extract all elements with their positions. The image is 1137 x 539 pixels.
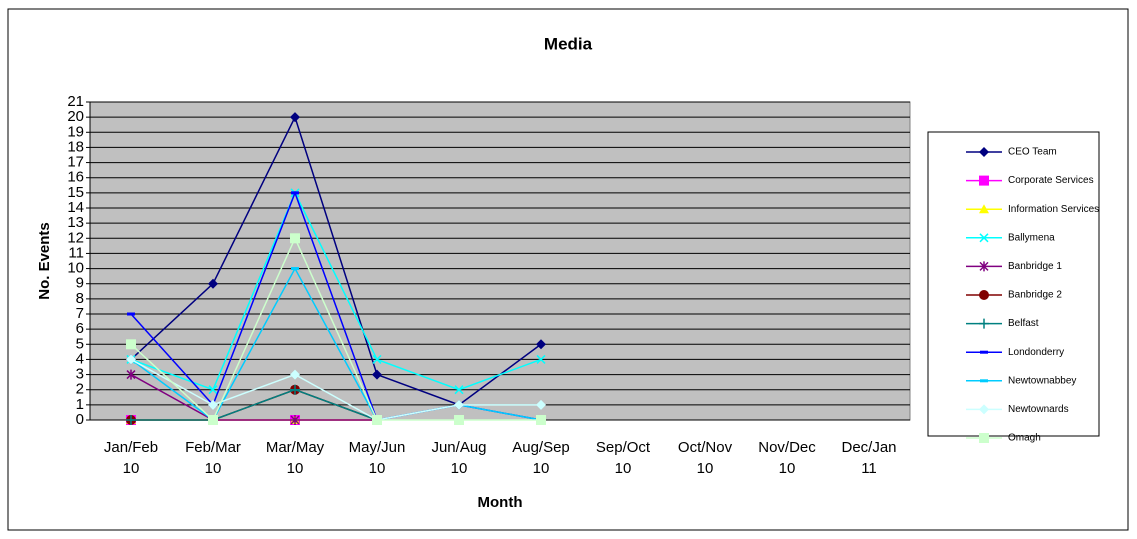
series-line: [130, 358, 541, 421]
y-tick-label: 5: [76, 335, 84, 352]
plot-area: [89, 101, 911, 421]
y-tick-label: 8: [76, 290, 84, 307]
x-tick-label: Nov/Dec 10: [758, 439, 816, 477]
y-tick-label: 1: [76, 396, 84, 413]
marker: [979, 204, 989, 214]
y-tick-label: 7: [76, 305, 84, 322]
y-tick-label: 21: [67, 93, 84, 110]
x-tick-label: Jun/Aug 10: [431, 439, 486, 477]
marker: [979, 290, 989, 300]
x-tick-label: Mar/May 10: [266, 439, 325, 477]
marker: [979, 233, 989, 243]
x-tick-label: Oct/Nov 10: [678, 439, 733, 477]
y-tick-label: 16: [67, 169, 84, 186]
y-tick-label: 11: [68, 244, 84, 261]
marker: [979, 147, 989, 157]
marker: [536, 354, 546, 364]
marker: [290, 415, 300, 425]
marker: [454, 399, 464, 410]
marker: [979, 433, 989, 443]
marker: [454, 385, 464, 395]
y-tick-label: 14: [67, 199, 84, 216]
y-tick-label: 17: [67, 154, 84, 171]
marker: [208, 415, 218, 425]
y-tick-label: 15: [67, 184, 84, 201]
legend-label: Newtownabbey: [1008, 375, 1076, 386]
marker: [372, 415, 382, 425]
x-tick-label: Feb/Mar 10: [185, 439, 241, 477]
marker: [979, 261, 989, 272]
y-tick-label: 18: [67, 138, 84, 155]
y-axis-label: No. Events: [36, 222, 53, 300]
legend-label: Belfast: [1008, 318, 1039, 329]
legend-label: Newtownards: [1008, 404, 1069, 415]
y-tick-label: 6: [76, 320, 84, 337]
marker: [536, 339, 546, 350]
marker: [208, 385, 218, 395]
marker: [372, 369, 382, 380]
marker: [536, 399, 546, 410]
x-tick-label: Aug/Sep 10: [512, 439, 570, 477]
series-line: [130, 373, 377, 421]
marker: [979, 404, 989, 415]
chart-title: Media: [544, 34, 593, 53]
marker: [126, 369, 136, 380]
marker: [208, 399, 218, 410]
series-line: [130, 115, 542, 406]
y-tick-label: 0: [76, 411, 84, 428]
x-axis-label: Month: [478, 494, 523, 511]
series-line: [130, 191, 542, 391]
marker: [126, 415, 136, 425]
marker: [454, 415, 464, 425]
y-tick-label: 20: [67, 108, 84, 125]
marker: [372, 354, 382, 364]
legend-label: Information Services: [1008, 204, 1099, 215]
y-tick-label: 13: [67, 214, 84, 231]
y-tick-label: 12: [67, 229, 84, 246]
marker: [208, 278, 218, 289]
y-tick-label: 19: [67, 123, 84, 140]
legend-label: Banbridge 1: [1008, 261, 1062, 272]
legend-label: Ballymena: [1008, 232, 1055, 243]
legend-box: [927, 131, 1100, 437]
legend-label: Omagh: [1008, 433, 1041, 444]
x-tick-label: May/Jun 10: [349, 439, 406, 477]
y-tick-label: 4: [76, 350, 84, 367]
marker: [290, 112, 300, 123]
marker: [290, 384, 300, 395]
marker: [126, 354, 136, 365]
marker: [126, 339, 136, 350]
legend-label: Londonderry: [1008, 347, 1064, 358]
series-line: [131, 388, 378, 421]
legend-label: CEO Team: [1008, 147, 1057, 158]
y-tick-label: 9: [76, 275, 84, 292]
y-tick-label: 10: [67, 260, 84, 277]
series-line: [130, 236, 541, 422]
y-tick-label: 2: [76, 381, 84, 398]
marker: [290, 369, 300, 380]
marker: [979, 318, 989, 329]
marker: [290, 233, 300, 244]
marker: [979, 175, 989, 186]
legend-label: Banbridge 2: [1008, 290, 1062, 301]
legend-label: Corporate Services: [1008, 175, 1094, 186]
x-tick-label: Dec/Jan 11: [841, 439, 896, 477]
x-tick-label: Sep/Oct 10: [596, 439, 651, 477]
series-line: [130, 266, 542, 422]
y-tick-label: 3: [76, 366, 84, 383]
x-tick-label: Jan/Feb 10: [104, 439, 158, 477]
marker: [536, 415, 546, 425]
